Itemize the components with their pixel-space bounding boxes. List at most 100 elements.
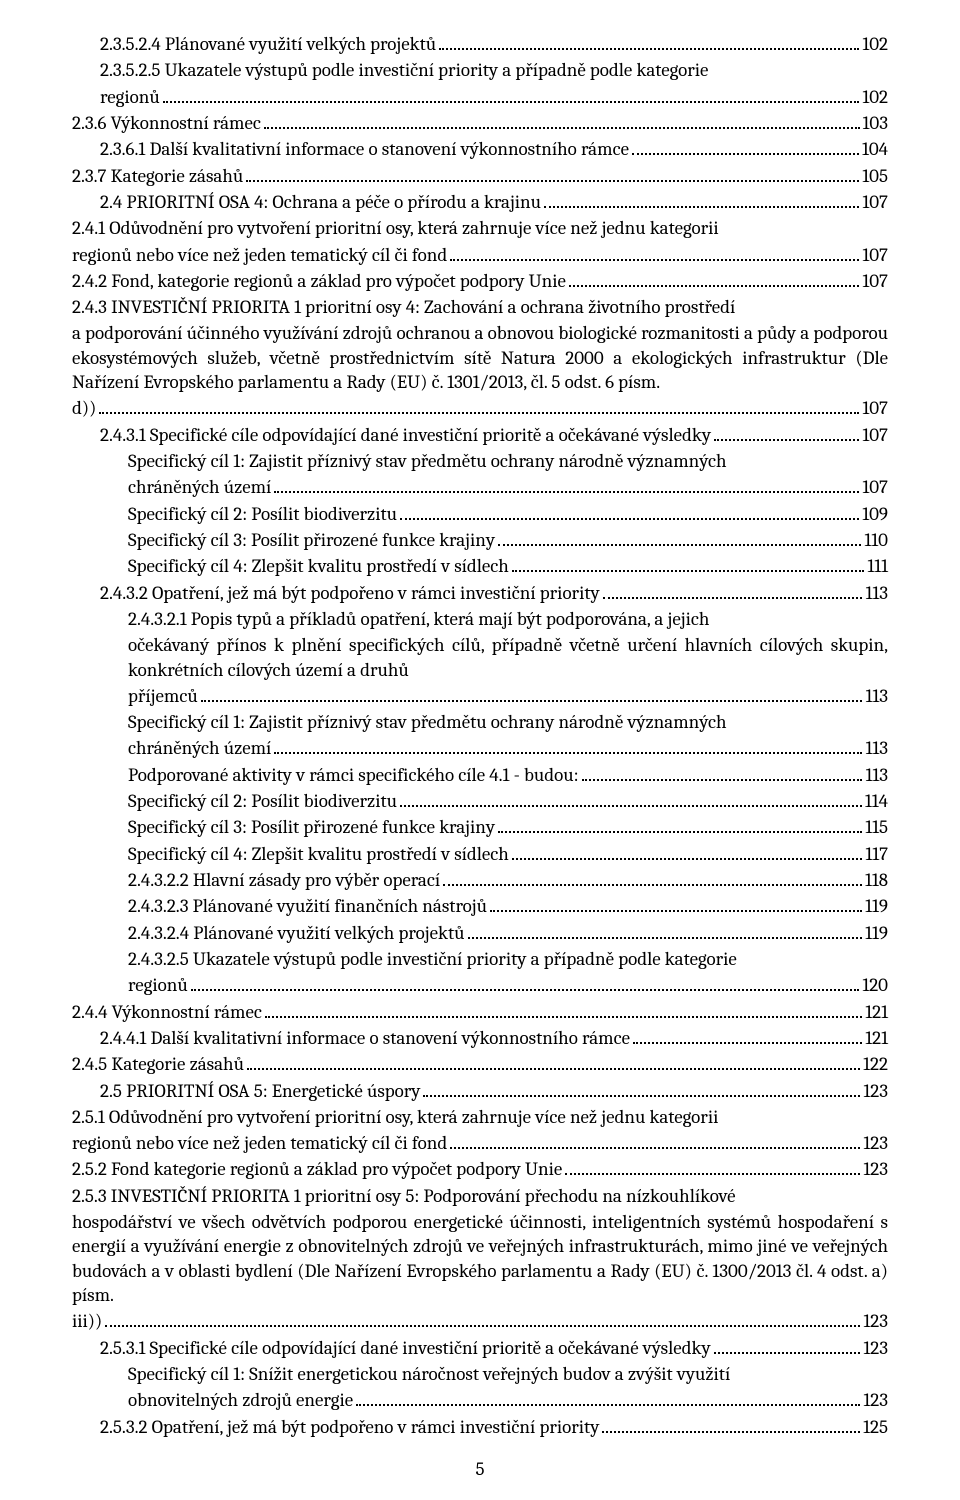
- toc-entry-page: 105: [862, 164, 888, 188]
- toc-entry-text: 2.4.3.2.3 Plánované využití finančních n…: [128, 894, 487, 918]
- toc-entry: 2.4.3.1 Specifické cíle odpovídající dan…: [72, 423, 888, 447]
- toc-entry-text: 2.5.3 INVESTIČNÍ PRIORITA 1 prioritní os…: [72, 1184, 888, 1208]
- toc-dot-leader: [246, 166, 859, 181]
- toc-entry-text: 2.4.3.2.2 Hlavní zásady pro výběr operac…: [128, 868, 440, 892]
- toc-entry-continuation-text: regionů: [128, 973, 188, 997]
- toc-entry-page: 115: [865, 815, 888, 839]
- toc-dot-leader: [714, 1338, 861, 1353]
- toc-entry-text: 2.5.2 Fond kategorie regionů a základ pr…: [72, 1157, 562, 1181]
- toc-entry-text: 2.5.3.1 Specifické cíle odpovídající dan…: [100, 1336, 711, 1360]
- toc-entry: 2.4.3.2.1 Popis typů a příkladů opatření…: [72, 607, 888, 631]
- toc-entry: 2.3.7 Kategorie zásahů 105: [72, 164, 888, 188]
- toc-entry: 2.4.3.2 Opatření, jež má být podpořeno v…: [72, 581, 888, 605]
- toc-entry-page: 113: [865, 581, 888, 605]
- toc-dot-leader: [603, 583, 863, 598]
- toc-dot-leader: [602, 1417, 860, 1432]
- toc-entry-page: 111: [867, 554, 888, 578]
- toc-entry-page: 102: [862, 32, 888, 56]
- toc-entry-page: 110: [864, 528, 888, 552]
- toc-entry-page: 113: [865, 736, 888, 760]
- toc-entry-page: 107: [862, 423, 888, 447]
- toc-dot-leader: [264, 114, 860, 129]
- toc-entry: 2.4.3.2.5 Ukazatele výstupů podle invest…: [72, 947, 888, 971]
- toc-dot-leader: [163, 87, 860, 102]
- toc-dot-leader: [443, 871, 862, 886]
- toc-dot-leader: [265, 1002, 862, 1017]
- toc-entry-text: 2.3.5.2.5 Ukazatele výstupů podle invest…: [100, 58, 888, 82]
- toc-dot-leader: [512, 844, 862, 859]
- toc-entry-text: 2.4.3.2.5 Ukazatele výstupů podle invest…: [128, 947, 888, 971]
- toc-entry-lastline: příjemců 113: [72, 684, 888, 708]
- toc-entry-text: Specifický cíl 2: Posílit biodiverzitu: [128, 502, 397, 526]
- toc-entry-continuation-text: chráněných území: [128, 736, 271, 760]
- toc-dot-leader: [439, 35, 859, 50]
- toc-dot-leader: [632, 140, 859, 155]
- toc-dot-leader: [423, 1081, 860, 1096]
- toc-entry: 2.3.6 Výkonnostní rámec 103: [72, 111, 888, 135]
- toc-dot-leader: [490, 897, 862, 912]
- toc-entry-page: 117: [865, 842, 888, 866]
- toc-entry-text: Specifický cíl 3: Posílit přirozené funk…: [128, 528, 495, 552]
- toc-entry-lastline: regionů 102: [72, 85, 888, 109]
- toc-entry: 2.5.1 Odůvodnění pro vytvoření prioritní…: [72, 1105, 888, 1129]
- toc-entry: Specifický cíl 2: Posílit biodiverzitu 1…: [72, 502, 888, 526]
- toc-entry: Specifický cíl 1: Snížit energetickou ná…: [72, 1362, 888, 1386]
- toc-entry: 2.5 PRIORITNÍ OSA 5: Energetické úspory …: [72, 1079, 888, 1103]
- toc-entry-page: 113: [865, 763, 888, 787]
- toc-entry-continuation-text: regionů nebo více než jeden tematický cí…: [72, 1131, 447, 1155]
- toc-entry-page: 102: [862, 85, 888, 109]
- toc-entry-tailword: iii)): [72, 1309, 102, 1333]
- toc-entry: 2.3.5.2.5 Ukazatele výstupů podle invest…: [72, 58, 888, 82]
- toc-entry-page: 107: [862, 396, 888, 420]
- toc-entry-tailword: d)): [72, 396, 96, 420]
- toc-entry: Specifický cíl 4: Zlepšit kvalitu prostř…: [72, 554, 888, 578]
- toc-entry-text: 2.4 PRIORITNÍ OSA 4: Ochrana a péče o př…: [100, 190, 541, 214]
- toc-entry: 2.4.3.2.4 Plánované využití velkých proj…: [72, 921, 888, 945]
- toc-dot-leader: [99, 399, 859, 414]
- toc-dot-leader: [512, 557, 865, 572]
- toc-entry-page: 121: [865, 1000, 888, 1024]
- toc-entry-lastline: regionů nebo více než jeden tematický cí…: [72, 243, 888, 267]
- toc-dot-leader: [544, 193, 859, 208]
- toc-entry: Specifický cíl 3: Posílit přirozené funk…: [72, 528, 888, 552]
- toc-entry-lastline: chráněných území 107: [72, 475, 888, 499]
- toc-entry-text: 2.3.7 Kategorie zásahů: [72, 164, 243, 188]
- toc-entry-page: 121: [865, 1026, 888, 1050]
- toc-entry-text: Specifický cíl 1: Zajistit příznivý stav…: [128, 710, 888, 734]
- toc-entry-text: 2.5 PRIORITNÍ OSA 5: Energetické úspory: [100, 1079, 420, 1103]
- toc-entry: 2.3.5.2.4 Plánované využití velkých proj…: [72, 32, 888, 56]
- toc-entry-page: 123: [863, 1131, 888, 1155]
- toc-entry-page: 107: [862, 269, 888, 293]
- toc-entry: Specifický cíl 1: Zajistit příznivý stav…: [72, 710, 888, 734]
- toc-entry-tailword: příjemců: [128, 684, 198, 708]
- toc-entry-page: 119: [865, 921, 888, 945]
- toc-entry: 2.4.2 Fond, kategorie regionů a základ p…: [72, 269, 888, 293]
- toc-dot-leader: [633, 1029, 862, 1044]
- toc-dot-leader: [450, 1134, 860, 1149]
- toc-entry-page: 107: [862, 243, 888, 267]
- toc-entry-text: 2.4.1 Odůvodnění pro vytvoření prioritní…: [72, 216, 888, 240]
- toc-entry: 2.5.3.1 Specifické cíle odpovídající dan…: [72, 1336, 888, 1360]
- toc-entry-page: 114: [865, 789, 888, 813]
- toc-entry-lastline: chráněných území 113: [72, 736, 888, 760]
- toc-entry: Specifický cíl 3: Posílit přirozené funk…: [72, 815, 888, 839]
- toc-entry-lastline: d)) 107: [72, 396, 888, 420]
- toc-entry-text: 2.3.6.1 Další kvalitativní informace o s…: [100, 137, 629, 161]
- toc-entry-text: Specifický cíl 3: Posílit přirozené funk…: [128, 815, 495, 839]
- toc-entry-page: 104: [862, 137, 888, 161]
- toc-entry-text: 2.5.3.2 Opatření, jež má být podpořeno v…: [100, 1415, 599, 1439]
- toc-entry-page: 118: [865, 868, 888, 892]
- toc-entry-text: 2.3.5.2.4 Plánované využití velkých proj…: [100, 32, 436, 56]
- toc-entry-text: Specifický cíl 4: Zlepšit kvalitu prostř…: [128, 554, 509, 578]
- toc-entry-continuation-text: hospodářství ve všech odvětvích podporou…: [72, 1211, 888, 1306]
- toc-entry-page: 120: [862, 973, 888, 997]
- toc-dot-leader: [400, 504, 859, 519]
- toc-dot-leader: [450, 245, 859, 260]
- toc-entry: 2.3.6.1 Další kvalitativní informace o s…: [72, 137, 888, 161]
- toc-dot-leader: [565, 1160, 860, 1175]
- toc-dot-leader: [498, 531, 861, 546]
- toc-entry: Specifický cíl 4: Zlepšit kvalitu prostř…: [72, 842, 888, 866]
- table-of-contents: 2.3.5.2.4 Plánované využití velkých proj…: [72, 32, 888, 1439]
- toc-dot-leader: [400, 792, 862, 807]
- toc-dot-leader: [201, 687, 863, 702]
